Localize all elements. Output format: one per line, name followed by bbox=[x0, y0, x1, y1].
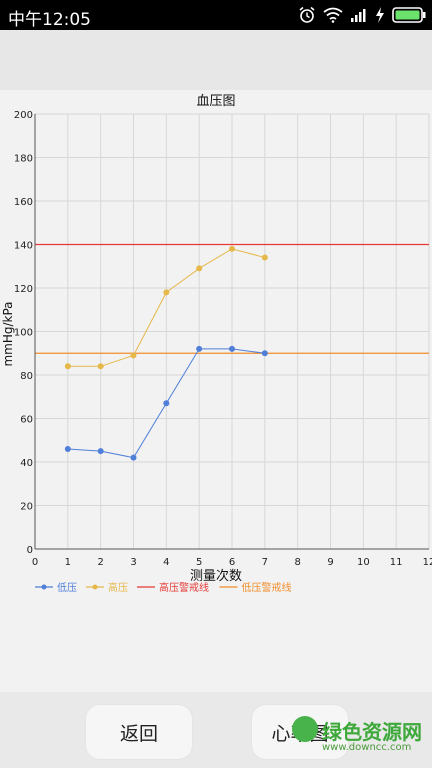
chart-title: 血压图 bbox=[196, 94, 235, 109]
y-tick-label: 140 bbox=[14, 241, 33, 252]
y-tick-label: 160 bbox=[14, 197, 33, 208]
watermark-url: www.downcc.com bbox=[322, 742, 412, 753]
data-point bbox=[196, 345, 203, 352]
reference-lines bbox=[35, 243, 429, 354]
chart-series bbox=[64, 245, 268, 461]
back-button[interactable]: 返回 bbox=[86, 705, 192, 759]
legend-marker bbox=[92, 584, 98, 590]
x-tick-label: 2 bbox=[97, 557, 103, 568]
data-point bbox=[261, 350, 268, 357]
status-time: 中午12:05 bbox=[8, 10, 91, 30]
y-tick-label: 120 bbox=[14, 284, 33, 295]
y-tick-label: 0 bbox=[27, 545, 33, 556]
x-tick-label: 4 bbox=[163, 557, 169, 568]
y-tick-label: 180 bbox=[14, 154, 33, 165]
x-tick-label: 1 bbox=[65, 557, 71, 568]
x-tick-label: 12 bbox=[423, 557, 432, 568]
legend-label: 低压警戒线 bbox=[242, 581, 292, 594]
y-tick-label: 40 bbox=[20, 458, 33, 469]
data-point bbox=[130, 454, 137, 461]
alarm-icon bbox=[299, 6, 315, 23]
data-point bbox=[97, 363, 104, 370]
chart-legend: 低压 高压 高压警戒线 低压警戒线 bbox=[35, 581, 292, 594]
watermark: 绿色资源网 www.downcc.com bbox=[292, 712, 432, 768]
status-bar: 中午12:05 bbox=[0, 0, 432, 30]
y-axis-label: mmHg/kPa bbox=[1, 301, 15, 366]
x-tick-label: 6 bbox=[229, 557, 235, 568]
x-tick-label: 0 bbox=[32, 557, 38, 568]
y-tick-label: 80 bbox=[20, 371, 33, 382]
legend-label: 高压 bbox=[108, 581, 128, 594]
data-point bbox=[261, 254, 268, 261]
watermark-text: 绿色资源网 bbox=[322, 720, 422, 744]
charging-icon bbox=[376, 7, 384, 23]
status-icons bbox=[298, 6, 426, 24]
x-tick-label: 8 bbox=[294, 557, 300, 568]
signal-icon bbox=[351, 9, 366, 22]
x-axis-label: 测量次数 bbox=[190, 568, 242, 584]
app-bar bbox=[0, 30, 432, 90]
y-tick-label: 60 bbox=[20, 415, 33, 426]
data-point bbox=[97, 448, 104, 455]
data-point bbox=[196, 265, 203, 272]
legend-label: 高压警戒线 bbox=[159, 581, 209, 594]
x-tick-label: 9 bbox=[327, 557, 333, 568]
data-point bbox=[163, 400, 170, 407]
data-point bbox=[64, 445, 71, 452]
x-tick-label: 10 bbox=[357, 557, 370, 568]
x-tick-label: 11 bbox=[390, 557, 403, 568]
data-point bbox=[130, 352, 137, 359]
data-point bbox=[229, 345, 235, 352]
legend-label: 低压 bbox=[57, 581, 77, 594]
x-tick-label: 5 bbox=[196, 557, 202, 568]
data-point bbox=[229, 245, 235, 252]
y-tick-label: 20 bbox=[20, 502, 33, 513]
y-tick-label: 100 bbox=[14, 328, 33, 339]
x-tick-label: 7 bbox=[262, 557, 268, 568]
x-tick-label: 3 bbox=[130, 557, 136, 568]
chart-panel: 血压图 0 20 40 60 80 100 120 140 160 180 200 0 1 2 3 4 5 6 7 8… bbox=[0, 90, 432, 690]
bottom-bar bbox=[0, 692, 432, 768]
wifi-icon bbox=[323, 7, 343, 23]
data-point bbox=[163, 289, 170, 296]
watermark-logo bbox=[292, 716, 318, 742]
battery-icon bbox=[392, 7, 426, 23]
chart-grid bbox=[34, 113, 430, 550]
y-tick-label: 200 bbox=[14, 110, 33, 121]
legend-marker bbox=[41, 584, 47, 590]
data-point bbox=[64, 363, 71, 370]
